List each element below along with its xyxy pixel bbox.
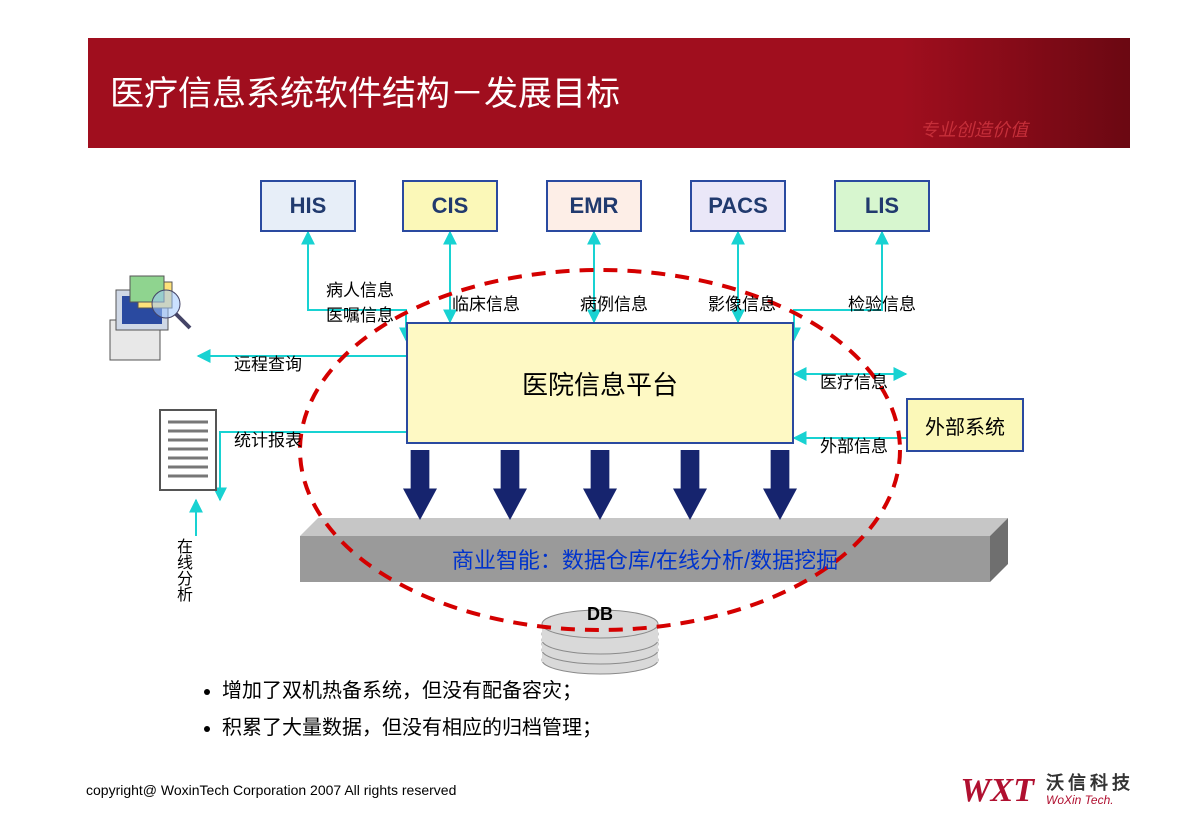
edge-label-5: 远程查询: [234, 350, 302, 375]
center-platform-label: 医院信息平台: [522, 365, 678, 402]
logo-wxt: WXT: [960, 772, 1034, 810]
center-platform-box: 医院信息平台: [406, 322, 794, 444]
side-label-online-analysis: 在线分析: [170, 538, 194, 602]
bi-bar-text: 商业智能：数据仓库/在线分析/数据挖掘: [452, 543, 838, 575]
top-box-his: HIS: [260, 180, 356, 232]
bi-bar-label: 商业智能：数据仓库/在线分析/数据挖掘: [300, 536, 990, 582]
top-box-label-his: HIS: [290, 193, 327, 219]
top-box-cis: CIS: [402, 180, 498, 232]
copyright: copyright@ WoxinTech Corporation 2007 Al…: [86, 782, 456, 798]
top-box-pacs: PACS: [690, 180, 786, 232]
logo-en: WoXin Tech.: [1046, 792, 1134, 809]
edge-label-7: 医疗信息: [820, 368, 888, 393]
external-system-box: 外部系统: [906, 398, 1024, 452]
top-box-label-pacs: PACS: [708, 193, 768, 219]
bullet-1: 积累了大量数据，但没有相应的归档管理；: [222, 711, 602, 740]
bullet-0: 增加了双机热备系统，但没有配备容灾；: [222, 674, 602, 703]
edge-label-2: 病例信息: [580, 290, 648, 315]
bullet-list: 增加了双机热备系统，但没有配备容灾； 积累了大量数据，但没有相应的归档管理；: [192, 666, 602, 748]
edge-label-8: 外部信息: [820, 432, 888, 457]
external-system-label: 外部系统: [925, 411, 1005, 440]
logo-cn: 沃信科技: [1046, 774, 1134, 792]
company-logo: WXT 沃信科技 WoXin Tech.: [960, 772, 1134, 810]
edge-label-1: 临床信息: [452, 290, 520, 315]
top-box-label-lis: LIS: [865, 193, 899, 219]
slide: 医疗信息系统软件结构－发展目标 专业创造价值 DB HISCISEMRPACSL…: [0, 0, 1184, 836]
top-box-label-emr: EMR: [570, 193, 619, 219]
top-box-emr: EMR: [546, 180, 642, 232]
svg-text:DB: DB: [587, 604, 613, 624]
edge-label-3: 影像信息: [708, 290, 776, 315]
top-box-lis: LIS: [834, 180, 930, 232]
edge-label-6: 统计报表: [234, 426, 302, 451]
edge-label-0: 病人信息 医嘱信息: [326, 276, 394, 326]
top-box-label-cis: CIS: [432, 193, 469, 219]
edge-label-4: 检验信息: [848, 290, 916, 315]
